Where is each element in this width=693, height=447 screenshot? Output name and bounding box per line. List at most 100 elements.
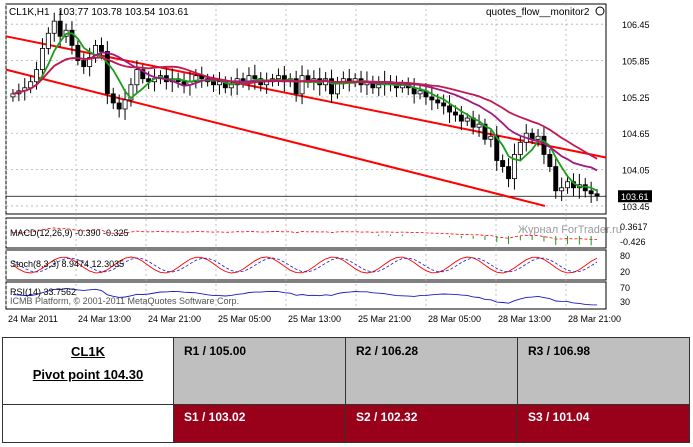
candle-body xyxy=(34,69,40,83)
rsi-scale-bottom: 30 xyxy=(620,297,630,307)
watermark-site: Журнал ForTrader.ru xyxy=(518,224,622,236)
s3-level: S3 / 101.04 xyxy=(528,409,590,424)
candle-body xyxy=(252,75,258,80)
candle-body xyxy=(588,190,594,195)
price-chart-svg[interactable]: 106.45 105.85 105.25 104.65 104.05 103.45 24 M… xyxy=(0,0,662,330)
candle-body xyxy=(464,117,470,122)
candlesticks xyxy=(10,10,600,203)
candle-body xyxy=(57,20,63,37)
indicator-name: quotes_flow__monitor2 xyxy=(486,7,590,18)
candle-body xyxy=(51,20,57,34)
candle-body xyxy=(553,166,559,192)
stoch-title: Stoch(8,3,3) 8.9474 12.3035 xyxy=(10,259,124,269)
candle-body xyxy=(376,84,382,89)
pivot-point: Pivot point 104.30 xyxy=(32,367,144,382)
pivot-levels-table: CL1K Pivot point 104.30 R1 / 105.00 R2 /… xyxy=(2,337,690,444)
candle-body xyxy=(275,75,281,80)
candle-body xyxy=(211,81,217,86)
stoch-signal-line xyxy=(12,257,598,273)
instrument-cell: CL1K Pivot point 104.30 xyxy=(2,337,174,405)
candle-body xyxy=(447,105,453,113)
candle-body xyxy=(417,90,423,95)
time-tick-label: 28 Mar 13:00 xyxy=(498,314,551,324)
moving-average-line xyxy=(12,56,598,160)
candle-body xyxy=(441,102,447,107)
candle-body xyxy=(140,69,146,80)
candle-body xyxy=(535,135,541,140)
price-tick-label: 105.85 xyxy=(622,57,650,67)
candle-body xyxy=(193,75,199,83)
candle-body xyxy=(517,141,523,155)
s1-cell: S1 / 103.02 xyxy=(173,403,346,444)
price-tick-label: 104.05 xyxy=(622,166,650,176)
price-tick-label: 103.45 xyxy=(622,202,650,212)
candle-body xyxy=(506,166,512,180)
time-tick-label: 24 Mar 2011 xyxy=(8,314,58,324)
candle-body xyxy=(559,187,565,192)
candle-body xyxy=(104,51,110,95)
candle-body xyxy=(146,78,152,83)
price-tick-label: 105.25 xyxy=(622,93,650,103)
candle-body xyxy=(116,102,122,110)
candle-body xyxy=(81,60,87,67)
current-price-label: 103.61 xyxy=(621,192,649,202)
candle-body xyxy=(45,32,51,49)
s3-cell: S3 / 101.04 xyxy=(517,403,690,444)
time-tick-label: 25 Mar 13:00 xyxy=(288,314,341,324)
candle-body xyxy=(565,181,571,189)
candle-body xyxy=(594,193,600,197)
price-panel-frame xyxy=(5,3,607,215)
settings-icon[interactable] xyxy=(595,6,605,16)
time-tick-label: 24 Mar 21:00 xyxy=(148,314,201,324)
candle-body xyxy=(134,69,140,86)
candle-body xyxy=(452,111,458,116)
candle-body xyxy=(69,29,75,46)
stoch-scale-top: 80 xyxy=(620,251,630,261)
candle-body xyxy=(429,96,435,101)
candle-body xyxy=(547,154,553,167)
macd-scale-bottom: -0.426 xyxy=(620,237,646,247)
instrument-name: CL1K xyxy=(71,344,105,359)
candle-body xyxy=(511,154,517,180)
candle-body xyxy=(98,44,104,52)
price-tick-label: 106.45 xyxy=(622,20,650,30)
channel-lower-line xyxy=(5,68,546,207)
axis-labels: 106.45 105.85 105.25 104.65 104.05 103.45 24 M… xyxy=(8,20,652,324)
macd-scale-top: 0.3617 xyxy=(620,222,648,232)
candle-body xyxy=(500,160,506,167)
candle-body xyxy=(482,123,488,140)
rsi-line xyxy=(12,288,598,306)
moving-averages xyxy=(12,32,598,192)
s2-level: S2 / 102.32 xyxy=(356,409,418,424)
s2-cell: S2 / 102.32 xyxy=(345,403,518,444)
candle-body xyxy=(87,57,93,67)
candle-body xyxy=(75,44,81,61)
time-tick-label: 24 Mar 13:00 xyxy=(78,314,131,324)
macd-title: MACD(12,26,9) -0.390 -0.325 xyxy=(10,228,129,238)
candle-body xyxy=(122,99,128,110)
current-price-tag xyxy=(618,190,652,203)
candle-body xyxy=(228,84,234,89)
indicator-lines xyxy=(12,227,598,306)
time-tick-label: 25 Mar 05:00 xyxy=(218,314,271,324)
stoch-scale-bottom: 20 xyxy=(620,267,630,277)
watermark-copyright: ICMB Platform, © 2001-2011 MetaQuotes So… xyxy=(10,296,239,306)
candle-body xyxy=(329,78,335,95)
candle-body xyxy=(435,99,441,104)
empty-cell xyxy=(2,403,174,444)
candle-body xyxy=(299,75,305,95)
time-tick-label: 25 Mar 21:00 xyxy=(358,314,411,324)
candle-body xyxy=(39,48,45,71)
candle-body xyxy=(110,93,116,104)
candle-body xyxy=(488,135,494,140)
chart-terminal[interactable]: 106.45 105.85 105.25 104.65 104.05 103.45 24 M… xyxy=(0,0,662,330)
r2-cell: R2 / 106.28 xyxy=(345,337,518,405)
r2-level: R2 / 106.28 xyxy=(356,344,419,358)
r3-cell: R3 / 106.98 xyxy=(517,337,690,405)
time-tick-label: 28 Mar 05:00 xyxy=(428,314,481,324)
stoch-panel-frame xyxy=(5,249,607,281)
candle-body xyxy=(458,114,464,122)
r1-cell: R1 / 105.00 xyxy=(173,337,346,405)
candle-body xyxy=(293,78,299,95)
r1-level: R1 / 105.00 xyxy=(184,344,247,358)
